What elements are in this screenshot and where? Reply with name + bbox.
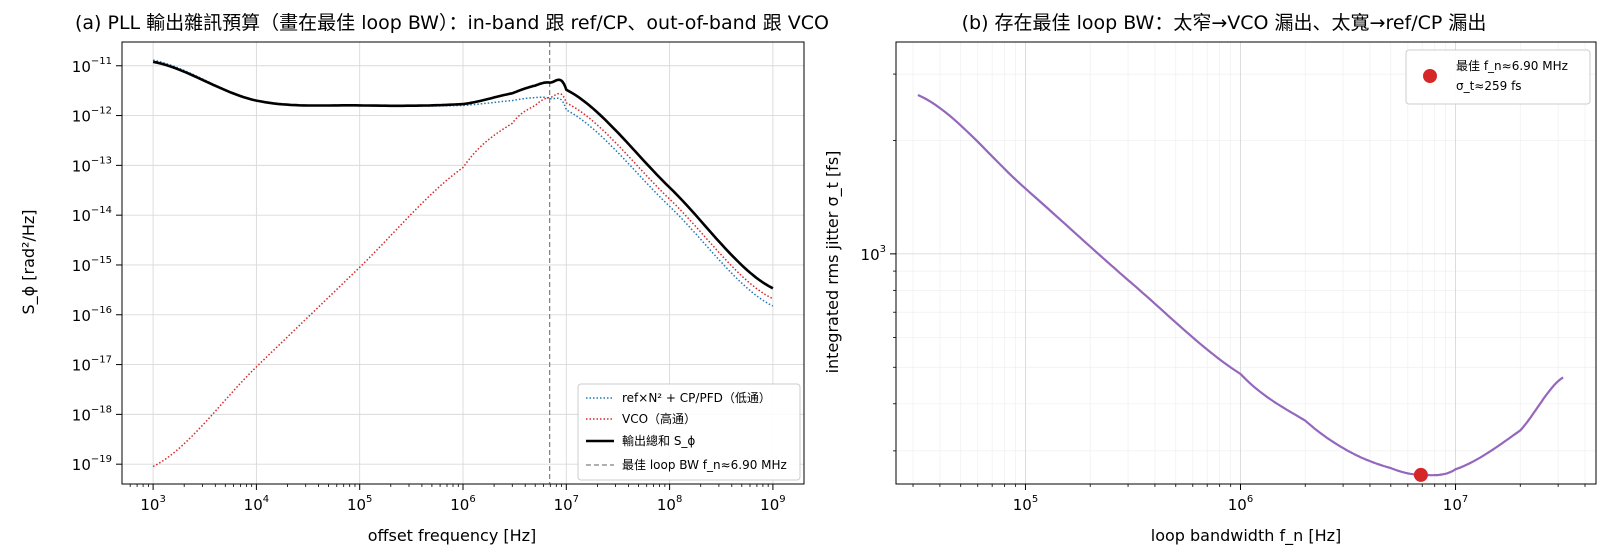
x-tick-label: 109 <box>760 494 785 514</box>
panel-b-ticks: 105 106 107 103 <box>861 73 1586 514</box>
b-series-line-0 <box>917 94 1564 477</box>
y-tick-label: 10−17 <box>72 355 112 375</box>
x-tick-label: 106 <box>450 494 475 514</box>
y-tick-label: 10−13 <box>72 155 112 175</box>
panel-b: (b) 存在最佳 loop BW：太窄→VCO 漏出、太寬→ref/CP 漏出 … <box>823 12 1597 546</box>
legend-marker-optimum <box>1423 69 1437 83</box>
legend-label-bw: 最佳 loop BW f_n≈6.90 MHz <box>622 458 787 472</box>
y-tick-label: 10−11 <box>72 56 112 76</box>
x-tick-label: 103 <box>140 494 165 514</box>
a-series-line-2 <box>152 60 774 290</box>
y-tick-label: 10−15 <box>72 255 112 275</box>
a-series-line-0 <box>152 59 774 307</box>
panel-a-ylabel: S_ϕ [rad²/Hz] <box>19 209 39 314</box>
x-tick-label: 105 <box>1013 494 1038 514</box>
x-tick-label: 108 <box>657 494 682 514</box>
y-tick-label: 10−16 <box>72 305 112 325</box>
legend-label-optimum-jitter: σ_t≈259 fs <box>1456 79 1522 93</box>
a-series-line-1 <box>152 92 774 468</box>
legend-label-total: 輸出總和 S_ϕ <box>622 433 695 448</box>
legend-label-vco: VCO（高通） <box>622 411 696 426</box>
panel-a-series <box>152 59 774 468</box>
x-tick-label: 107 <box>1443 494 1468 514</box>
panel-b-grid <box>896 42 1596 484</box>
panel-a-ticks: 103 104 105 106 107 108 109 10−11 10−12 10−13 10−1… <box>72 56 786 514</box>
panel-b-frame <box>895 41 1597 485</box>
optimum-marker <box>1413 467 1428 482</box>
x-tick-label: 105 <box>347 494 372 514</box>
y-tick-label: 10−12 <box>72 106 112 126</box>
panel-a: (a) PLL 輸出雜訊預算（畫在最佳 loop BW）：in-band 跟 r… <box>19 12 829 545</box>
y-tick-label: 10−14 <box>72 205 112 225</box>
x-tick-label: 104 <box>244 494 269 514</box>
panel-a-title: (a) PLL 輸出雜訊預算（畫在最佳 loop BW）：in-band 跟 r… <box>75 12 829 34</box>
panel-b-title: (b) 存在最佳 loop BW：太窄→VCO 漏出、太寬→ref/CP 漏出 <box>962 12 1487 34</box>
panel-a-legend-box <box>577 383 801 481</box>
y-tick-label: 103 <box>861 244 886 264</box>
panel-b-xlabel: loop bandwidth f_n [Hz] <box>1151 526 1341 546</box>
panel-a-xlabel: offset frequency [Hz] <box>368 526 537 545</box>
x-tick-label: 106 <box>1228 494 1253 514</box>
y-tick-label: 10−18 <box>72 404 112 424</box>
legend-label-ref-cp: ref×N² + CP/PFD（低通） <box>622 391 771 405</box>
legend-label-optimum-fn: 最佳 f_n≈6.90 MHz <box>1456 59 1568 73</box>
panel-b-series <box>917 94 1564 482</box>
panel-b-ylabel: integrated rms jitter σ_t [fs] <box>823 151 843 374</box>
x-tick-label: 107 <box>554 494 579 514</box>
y-tick-label: 10−19 <box>72 454 112 474</box>
panel-b-legend: 最佳 f_n≈6.90 MHz σ_t≈259 fs <box>1405 49 1591 105</box>
panel-a-grid <box>122 42 804 484</box>
panel-b-legend-box <box>1405 49 1591 105</box>
panel-a-legend: ref×N² + CP/PFD（低通） VCO（高通） 輸出總和 S_ϕ 最佳 … <box>577 383 801 481</box>
